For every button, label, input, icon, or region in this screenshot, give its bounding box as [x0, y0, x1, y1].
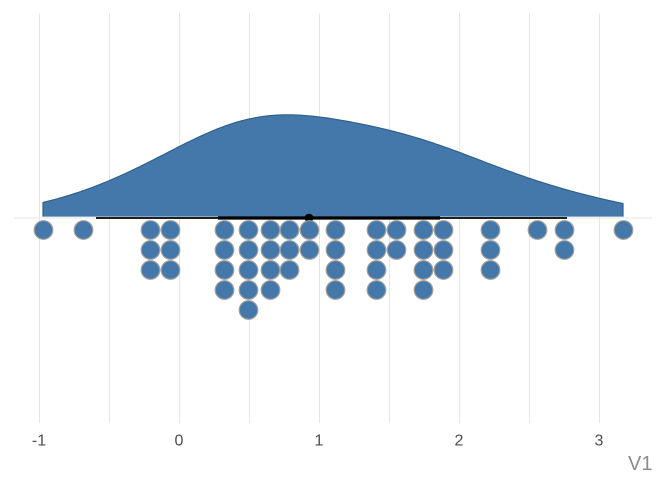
svg-text:-1: -1: [32, 433, 46, 450]
svg-text:V1: V1: [628, 453, 652, 475]
svg-text:2: 2: [455, 433, 464, 450]
svg-text:1: 1: [315, 433, 324, 450]
svg-text:0: 0: [175, 433, 184, 450]
svg-text:3: 3: [595, 433, 604, 450]
